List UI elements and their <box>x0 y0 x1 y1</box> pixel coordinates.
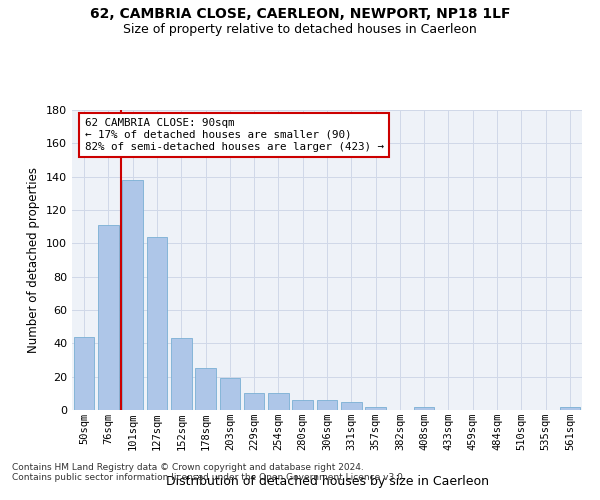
Y-axis label: Number of detached properties: Number of detached properties <box>28 167 40 353</box>
Bar <box>244 394 265 410</box>
Bar <box>122 180 143 410</box>
Bar <box>317 400 337 410</box>
Bar <box>74 336 94 410</box>
Bar <box>146 236 167 410</box>
Bar <box>98 225 119 410</box>
Text: Distribution of detached houses by size in Caerleon: Distribution of detached houses by size … <box>166 474 488 488</box>
Bar <box>220 378 240 410</box>
Bar <box>292 400 313 410</box>
Text: Contains public sector information licensed under the Open Government Licence v3: Contains public sector information licen… <box>12 474 406 482</box>
Bar <box>341 402 362 410</box>
Bar <box>171 338 191 410</box>
Bar <box>414 406 434 410</box>
Bar <box>268 394 289 410</box>
Bar <box>560 406 580 410</box>
Text: Size of property relative to detached houses in Caerleon: Size of property relative to detached ho… <box>123 22 477 36</box>
Bar <box>195 368 216 410</box>
Text: 62 CAMBRIA CLOSE: 90sqm
← 17% of detached houses are smaller (90)
82% of semi-de: 62 CAMBRIA CLOSE: 90sqm ← 17% of detache… <box>85 118 383 152</box>
Text: Contains HM Land Registry data © Crown copyright and database right 2024.: Contains HM Land Registry data © Crown c… <box>12 464 364 472</box>
Bar <box>365 406 386 410</box>
Text: 62, CAMBRIA CLOSE, CAERLEON, NEWPORT, NP18 1LF: 62, CAMBRIA CLOSE, CAERLEON, NEWPORT, NP… <box>90 8 510 22</box>
